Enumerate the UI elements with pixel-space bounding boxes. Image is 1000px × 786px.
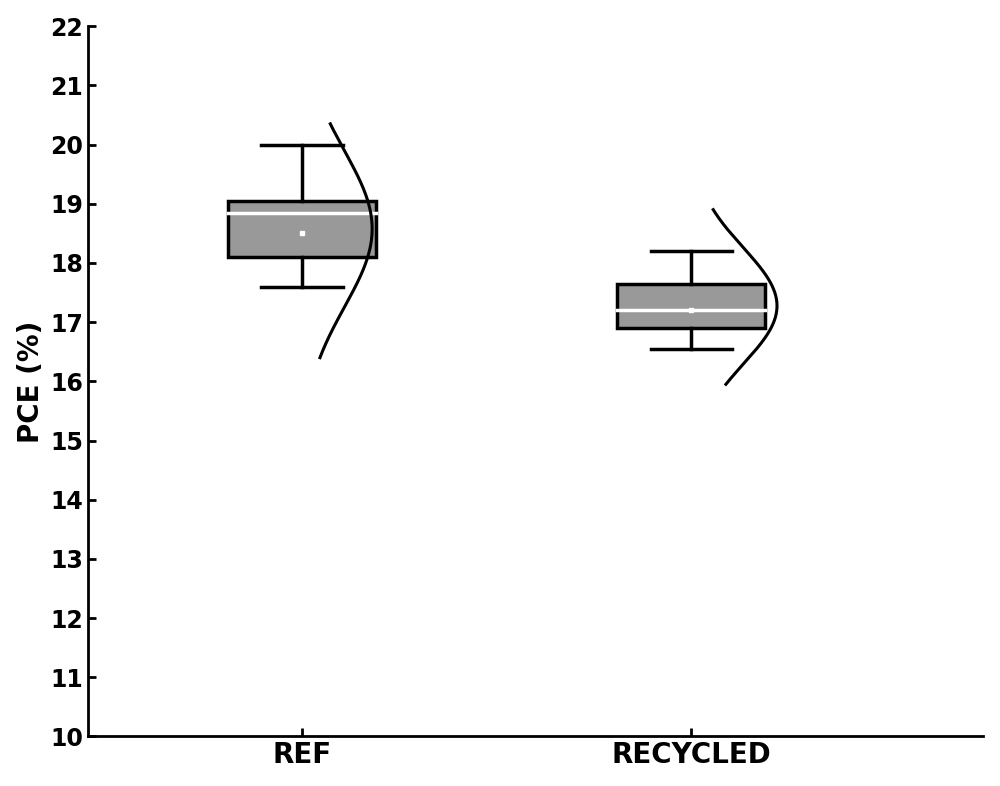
Bar [617, 284, 765, 328]
Y-axis label: PCE (%): PCE (%) [17, 320, 45, 443]
Bar [228, 200, 376, 257]
